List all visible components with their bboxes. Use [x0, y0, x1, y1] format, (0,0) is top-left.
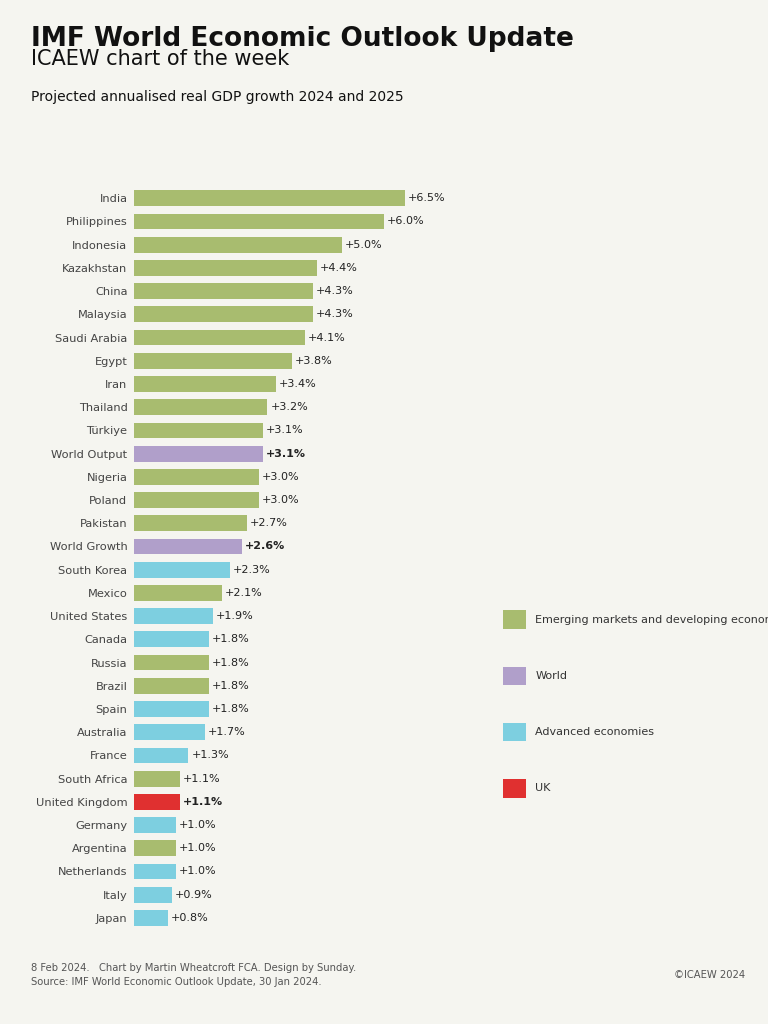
- Bar: [134, 330, 305, 345]
- Bar: [134, 678, 209, 693]
- Text: Source: IMF World Economic Outlook Update, 30 Jan 2024.: Source: IMF World Economic Outlook Updat…: [31, 977, 321, 987]
- Bar: [134, 306, 313, 323]
- Bar: [134, 654, 209, 671]
- Bar: [134, 701, 209, 717]
- Text: +1.8%: +1.8%: [212, 681, 250, 691]
- Text: +3.4%: +3.4%: [279, 379, 316, 389]
- Text: +1.0%: +1.0%: [179, 866, 217, 877]
- Bar: [134, 817, 176, 833]
- Text: +6.5%: +6.5%: [408, 194, 445, 203]
- Text: +4.3%: +4.3%: [316, 309, 354, 319]
- Text: ©ICAEW 2024: ©ICAEW 2024: [674, 970, 745, 980]
- Text: +3.1%: +3.1%: [266, 425, 304, 435]
- Text: +1.0%: +1.0%: [179, 844, 217, 853]
- Text: +0.9%: +0.9%: [174, 890, 213, 900]
- Bar: [134, 724, 205, 740]
- Text: +1.0%: +1.0%: [179, 820, 217, 830]
- Text: +3.0%: +3.0%: [262, 495, 300, 505]
- Text: +2.6%: +2.6%: [245, 542, 286, 552]
- Text: +1.8%: +1.8%: [212, 634, 250, 644]
- Text: +2.1%: +2.1%: [224, 588, 263, 598]
- Bar: [134, 841, 176, 856]
- Bar: [134, 237, 343, 253]
- Text: +1.8%: +1.8%: [212, 703, 250, 714]
- Text: World: World: [535, 671, 568, 681]
- Bar: [134, 493, 259, 508]
- Bar: [134, 190, 405, 206]
- Text: +1.1%: +1.1%: [183, 797, 223, 807]
- Bar: [134, 423, 263, 438]
- Bar: [134, 910, 167, 926]
- Text: Emerging markets and developing economies: Emerging markets and developing economie…: [535, 614, 768, 625]
- Bar: [134, 469, 259, 484]
- Bar: [134, 284, 313, 299]
- Text: ICAEW chart of the week: ICAEW chart of the week: [31, 49, 289, 70]
- Text: +1.1%: +1.1%: [183, 773, 220, 783]
- Text: +3.8%: +3.8%: [295, 355, 333, 366]
- Bar: [134, 515, 247, 531]
- Text: +6.0%: +6.0%: [386, 216, 424, 226]
- Bar: [134, 608, 214, 624]
- Text: +3.0%: +3.0%: [262, 472, 300, 482]
- Text: +1.3%: +1.3%: [191, 751, 229, 761]
- Bar: [134, 794, 180, 810]
- Text: +2.7%: +2.7%: [250, 518, 287, 528]
- Bar: [134, 399, 267, 415]
- Text: +3.2%: +3.2%: [270, 402, 308, 413]
- Bar: [134, 585, 222, 601]
- Bar: [134, 214, 384, 229]
- Bar: [134, 260, 317, 275]
- Bar: [134, 771, 180, 786]
- Text: +1.9%: +1.9%: [217, 611, 254, 622]
- Text: +2.3%: +2.3%: [233, 564, 270, 574]
- Bar: [134, 376, 276, 392]
- Bar: [134, 353, 293, 369]
- Text: +3.1%: +3.1%: [266, 449, 306, 459]
- Text: IMF World Economic Outlook Update: IMF World Economic Outlook Update: [31, 26, 574, 51]
- Bar: [134, 562, 230, 578]
- Bar: [134, 887, 172, 902]
- Text: +4.4%: +4.4%: [320, 263, 358, 272]
- Bar: [134, 445, 263, 462]
- Bar: [134, 632, 209, 647]
- Text: UK: UK: [535, 783, 551, 794]
- Text: +4.1%: +4.1%: [308, 333, 346, 343]
- Text: +1.8%: +1.8%: [212, 657, 250, 668]
- Text: +5.0%: +5.0%: [345, 240, 382, 250]
- Text: 8 Feb 2024.   Chart by Martin Wheatcroft FCA. Design by Sunday.: 8 Feb 2024. Chart by Martin Wheatcroft F…: [31, 963, 356, 973]
- Text: Advanced economies: Advanced economies: [535, 727, 654, 737]
- Text: +0.8%: +0.8%: [170, 913, 208, 923]
- Text: Projected annualised real GDP growth 2024 and 2025: Projected annualised real GDP growth 202…: [31, 90, 403, 104]
- Bar: [134, 863, 176, 880]
- Text: +4.3%: +4.3%: [316, 286, 354, 296]
- Bar: [134, 539, 243, 554]
- Bar: [134, 748, 188, 763]
- Text: +1.7%: +1.7%: [208, 727, 246, 737]
